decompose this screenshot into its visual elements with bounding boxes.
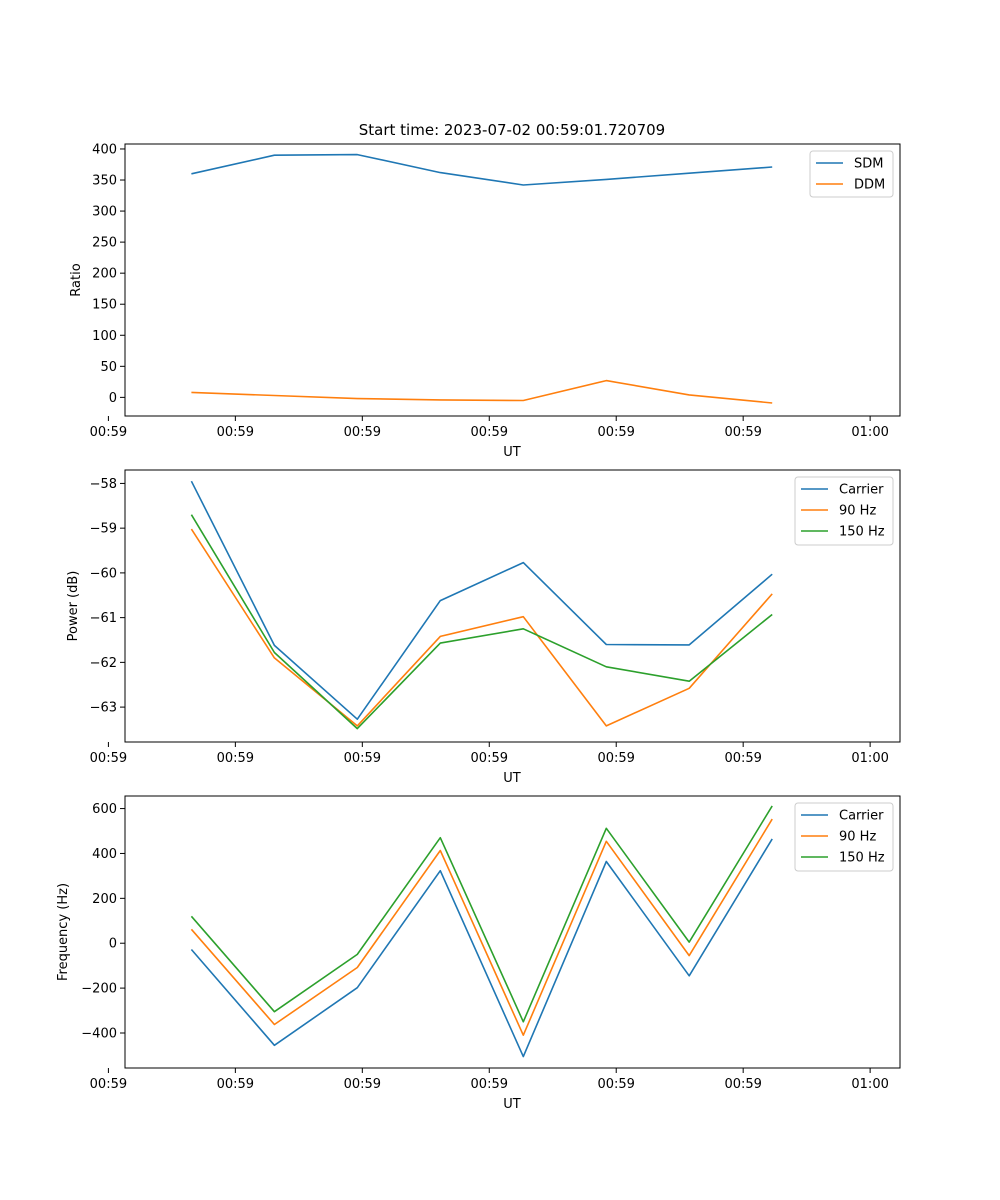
axes-frame: [124, 795, 901, 1069]
y-axis-label: Power (dB): [66, 571, 81, 642]
chart-title: Start time: 2023-07-02 00:59:01.720709: [359, 121, 665, 139]
y-tick-label: −58: [90, 477, 117, 492]
y-axis-label: Ratio: [69, 263, 84, 296]
x-tick-label: 00:59: [471, 751, 508, 766]
legend-label-ddm: DDM: [854, 178, 885, 193]
y-tick-label: 400: [92, 847, 117, 862]
y-tick-label: 50: [100, 360, 117, 375]
series-line-90-hz: [190, 818, 773, 1036]
y-tick-label: −200: [81, 982, 117, 997]
series-line-sdm: [191, 153, 773, 186]
ratio-panel: Start time: 2023-07-02 00:59:01.720709 U…: [69, 121, 901, 460]
legend-box: [794, 476, 894, 546]
y-tick-label: 150: [92, 298, 117, 313]
y-tick-label: −400: [81, 1026, 117, 1041]
y-tick-label: 200: [92, 267, 117, 282]
y-tick-label: 600: [92, 802, 117, 817]
legend-label-90-hz: 90 Hz: [839, 504, 876, 519]
y-tick-label: −62: [90, 656, 117, 671]
y-axis-label: Frequency (Hz): [56, 883, 71, 981]
x-tick-label: 00:59: [90, 751, 127, 766]
x-tick-label: 00:59: [597, 1077, 634, 1092]
legend-label-150-hz: 150 Hz: [839, 525, 885, 540]
x-tick-label: 00:59: [217, 425, 254, 440]
x-tick-label: 01:00: [851, 425, 888, 440]
legend: SDM DDM: [809, 150, 894, 198]
y-tick-label: −60: [90, 566, 117, 581]
legend-label-90-hz: 90 Hz: [839, 830, 876, 845]
series-line-ddm: [191, 379, 773, 404]
y-tick-label: 300: [92, 205, 117, 220]
y-tick-label: 0: [109, 937, 117, 952]
x-tick-label: 01:00: [851, 751, 888, 766]
legend-box: [794, 802, 894, 872]
series-line-carrier: [190, 838, 773, 1058]
frequency-panel: UT Frequency (Hz) 00:59 00:59 00:59 00:59 00…: [56, 795, 901, 1112]
x-tick-label: 00:59: [724, 1077, 761, 1092]
x-tick-label: 00:59: [90, 425, 127, 440]
legend-label-sdm: SDM: [854, 157, 883, 172]
x-tick-label: 00:59: [344, 751, 381, 766]
y-tick-label: −59: [90, 522, 117, 537]
x-tick-label: 00:59: [724, 751, 761, 766]
x-tick-label: 00:59: [344, 425, 381, 440]
x-tick-label: 00:59: [344, 1077, 381, 1092]
y-tick-label: 100: [92, 329, 117, 344]
series-line-carrier: [190, 480, 773, 721]
x-tick-label: 00:59: [90, 1077, 127, 1092]
x-tick-label: 00:59: [597, 425, 634, 440]
x-tick-label: 00:59: [724, 425, 761, 440]
x-tick-label: 01:00: [851, 1077, 888, 1092]
y-tick-label: 200: [92, 892, 117, 907]
y-tick-label: −63: [90, 701, 117, 716]
y-tick-label: −61: [90, 611, 117, 626]
legend-label-150-hz: 150 Hz: [839, 851, 885, 866]
x-tick-label: 00:59: [217, 751, 254, 766]
legend: Carrier 90 Hz 150 Hz: [794, 802, 894, 872]
axis-ticks: 00:59 00:59 00:59 00:59 00:59 00:59 01:00 −400 −…: [81, 802, 889, 1092]
x-tick-label: 00:59: [471, 425, 508, 440]
series-lines: [190, 805, 773, 1058]
y-tick-label: 250: [92, 236, 117, 251]
series-line-150-hz: [190, 514, 773, 730]
x-tick-label: 00:59: [471, 1077, 508, 1092]
series-lines: [191, 153, 773, 404]
y-tick-label: 400: [92, 142, 117, 157]
series-line-90-hz: [190, 528, 773, 727]
x-axis-label: UT: [503, 771, 521, 786]
axis-ticks: 00:59 00:59 00:59 00:59 00:59 00:59 01:00 0 50 10…: [90, 142, 889, 440]
legend: Carrier 90 Hz 150 Hz: [794, 476, 894, 546]
x-tick-label: 00:59: [597, 751, 634, 766]
legend-label-carrier: Carrier: [839, 809, 884, 824]
legend-label-carrier: Carrier: [839, 483, 884, 498]
axes-frame: [124, 469, 901, 743]
y-tick-label: 350: [92, 174, 117, 189]
series-lines: [190, 480, 773, 730]
power-panel: UT Power (dB) 00:59 00:59 00:59 00:59 00:59 0…: [66, 469, 901, 786]
x-axis-label: UT: [503, 445, 521, 460]
axis-ticks: 00:59 00:59 00:59 00:59 00:59 00:59 01:00 −63 −6…: [90, 477, 889, 766]
series-line-150-hz: [190, 805, 773, 1023]
x-tick-label: 00:59: [217, 1077, 254, 1092]
y-tick-label: 0: [109, 391, 117, 406]
axes-frame: [124, 143, 901, 417]
x-axis-label: UT: [503, 1097, 521, 1112]
